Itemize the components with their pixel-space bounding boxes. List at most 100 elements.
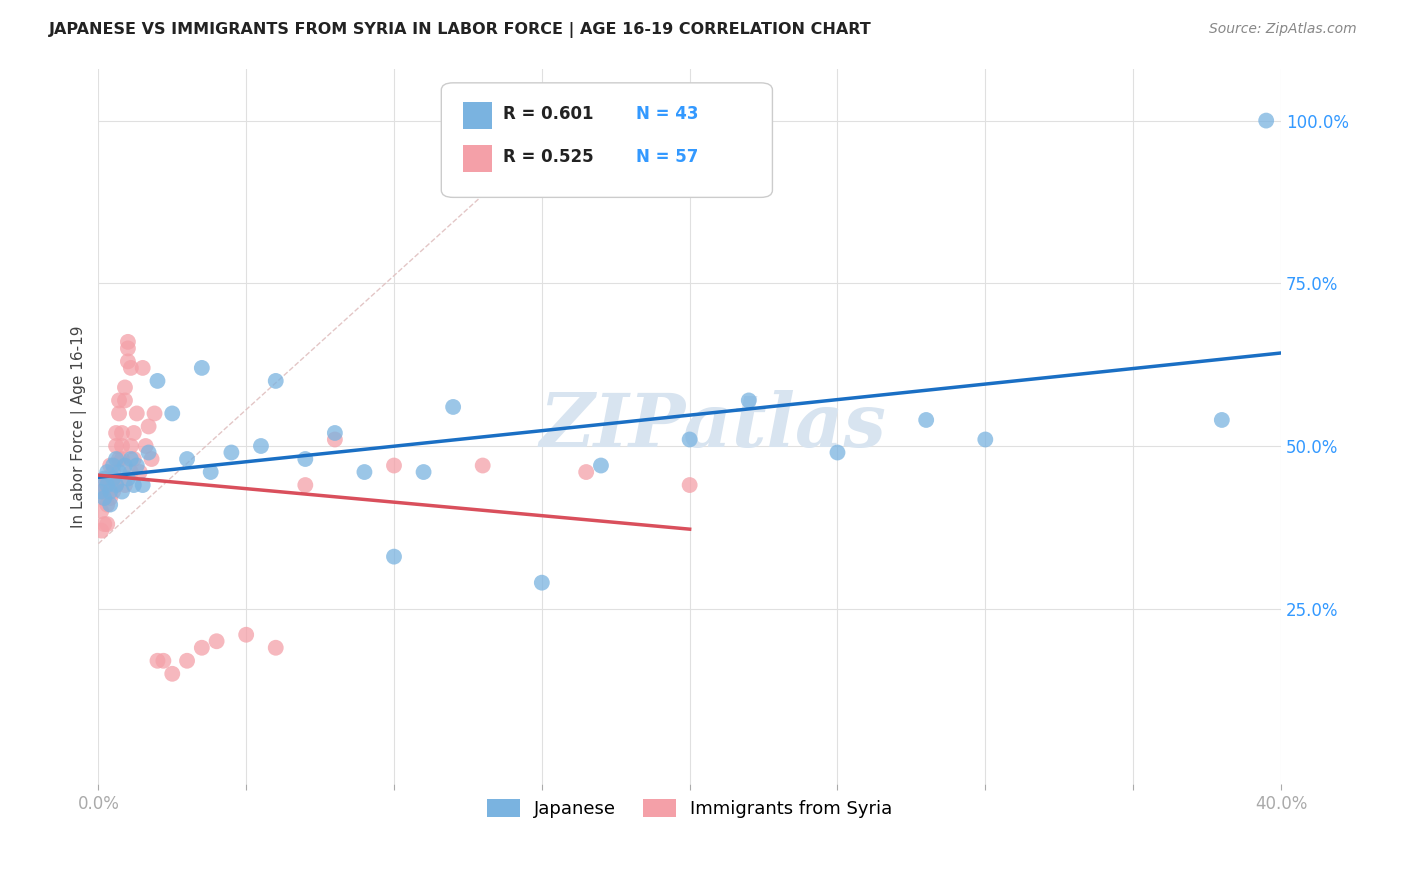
Point <box>191 360 214 375</box>
Point <box>101 471 124 485</box>
Point <box>575 465 598 479</box>
FancyBboxPatch shape <box>441 83 772 197</box>
Point <box>264 374 287 388</box>
Point <box>176 452 198 467</box>
Y-axis label: In Labor Force | Age 16-19: In Labor Force | Age 16-19 <box>72 326 87 528</box>
Point <box>146 374 169 388</box>
Point <box>120 452 142 467</box>
Point <box>146 654 169 668</box>
Point <box>105 425 128 440</box>
Point <box>441 400 464 414</box>
Text: N = 57: N = 57 <box>637 147 699 166</box>
Point <box>679 433 702 447</box>
Point <box>111 484 134 499</box>
Text: Source: ZipAtlas.com: Source: ZipAtlas.com <box>1209 22 1357 37</box>
Point <box>96 478 118 492</box>
Point <box>530 575 553 590</box>
Point <box>96 498 118 512</box>
Point <box>294 452 316 467</box>
Point <box>98 458 121 473</box>
Point <box>111 439 134 453</box>
Point <box>108 393 131 408</box>
Point <box>96 484 118 499</box>
Point <box>98 484 121 499</box>
Point <box>122 425 145 440</box>
Point <box>131 478 153 492</box>
Point <box>827 445 849 459</box>
Point <box>108 407 131 421</box>
Point <box>90 504 112 518</box>
Point <box>353 465 375 479</box>
Point <box>108 465 131 479</box>
FancyBboxPatch shape <box>463 103 492 129</box>
Point <box>135 439 157 453</box>
Point <box>114 380 136 394</box>
Point <box>101 458 124 473</box>
Point <box>90 484 112 499</box>
Point <box>105 452 128 467</box>
Point <box>122 478 145 492</box>
Point <box>250 439 273 453</box>
Point <box>323 425 346 440</box>
Point <box>111 452 134 467</box>
Point <box>264 640 287 655</box>
Point <box>105 478 128 492</box>
Point <box>589 458 612 473</box>
Text: JAPANESE VS IMMIGRANTS FROM SYRIA IN LABOR FORCE | AGE 16-19 CORRELATION CHART: JAPANESE VS IMMIGRANTS FROM SYRIA IN LAB… <box>49 22 872 38</box>
FancyBboxPatch shape <box>463 145 492 172</box>
Point <box>105 478 128 492</box>
Point <box>101 465 124 479</box>
Point <box>120 360 142 375</box>
Point <box>105 439 128 453</box>
Point <box>128 465 150 479</box>
Point <box>471 458 494 473</box>
Text: R = 0.601: R = 0.601 <box>503 104 593 122</box>
Point <box>221 445 243 459</box>
Point <box>141 452 163 467</box>
Point <box>125 458 148 473</box>
Point <box>974 433 997 447</box>
Point <box>412 465 434 479</box>
Point <box>382 549 405 564</box>
Point <box>114 393 136 408</box>
Text: ZIPatlas: ZIPatlas <box>540 390 887 463</box>
Point <box>96 465 118 479</box>
Point <box>125 407 148 421</box>
Point <box>1211 413 1233 427</box>
Point <box>122 452 145 467</box>
Point <box>93 471 115 485</box>
Point <box>117 471 139 485</box>
Point <box>93 478 115 492</box>
Point <box>679 478 702 492</box>
Point <box>114 458 136 473</box>
Point <box>114 478 136 492</box>
Point <box>205 634 228 648</box>
Point <box>93 517 115 532</box>
Point <box>915 413 938 427</box>
Point <box>90 524 112 538</box>
Point <box>117 342 139 356</box>
Point <box>96 471 118 485</box>
Point <box>294 478 316 492</box>
Legend: Japanese, Immigrants from Syria: Japanese, Immigrants from Syria <box>479 792 900 825</box>
Point <box>323 433 346 447</box>
Point <box>98 478 121 492</box>
Point <box>101 484 124 499</box>
Point <box>143 407 166 421</box>
Point <box>191 640 214 655</box>
Point <box>200 465 222 479</box>
Point <box>738 393 761 408</box>
Point <box>93 491 115 505</box>
Point <box>152 654 174 668</box>
Point <box>382 458 405 473</box>
Point <box>117 334 139 349</box>
Point <box>96 517 118 532</box>
Point <box>162 666 184 681</box>
Point <box>108 452 131 467</box>
Point <box>98 498 121 512</box>
Text: R = 0.525: R = 0.525 <box>503 147 593 166</box>
Point <box>235 628 257 642</box>
Point <box>117 354 139 368</box>
Point <box>111 425 134 440</box>
Point <box>138 445 160 459</box>
